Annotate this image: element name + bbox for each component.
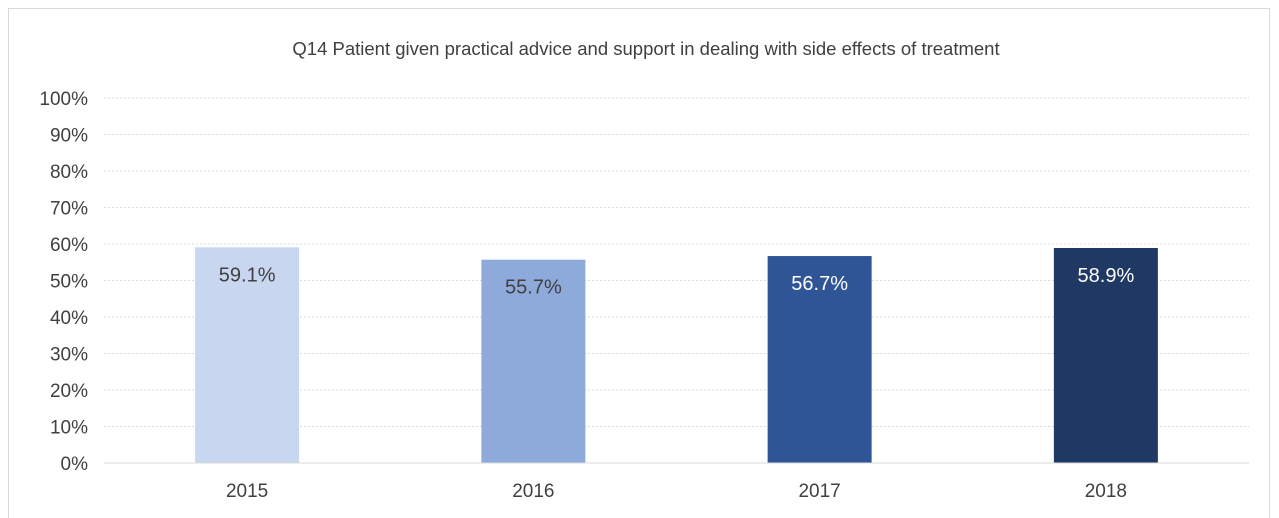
gridlines bbox=[104, 97, 1249, 427]
x-axis-tick-labels: 2015 2016 2017 2018 bbox=[226, 481, 1127, 502]
y-tick-label: 0% bbox=[61, 454, 89, 475]
data-label-2017: 56.7% bbox=[791, 273, 848, 295]
chart-title: Q14 Patient given practical advice and s… bbox=[292, 38, 999, 59]
bars: 59.1% 55.7% 56.7% 58.9% bbox=[195, 247, 1158, 463]
x-tick-label: 2018 bbox=[1085, 481, 1127, 502]
x-tick-label: 2016 bbox=[512, 481, 554, 502]
y-tick-label: 20% bbox=[50, 381, 88, 402]
bar-2018 bbox=[1053, 248, 1158, 463]
y-tick-label: 30% bbox=[50, 345, 88, 366]
y-tick-label: 80% bbox=[50, 162, 88, 183]
y-tick-label: 60% bbox=[50, 235, 88, 256]
y-tick-label: 100% bbox=[39, 89, 88, 110]
y-tick-label: 50% bbox=[50, 272, 88, 293]
y-tick-label: 40% bbox=[50, 308, 88, 329]
bar-2015 bbox=[195, 247, 300, 463]
bar-2016 bbox=[481, 259, 586, 463]
data-label-2018: 58.9% bbox=[1078, 265, 1135, 287]
bar-2017 bbox=[767, 256, 872, 463]
y-tick-label: 70% bbox=[50, 199, 88, 220]
x-tick-label: 2017 bbox=[798, 481, 840, 502]
data-label-2016: 55.7% bbox=[505, 277, 562, 299]
data-label-2015: 59.1% bbox=[219, 264, 276, 286]
y-tick-label: 90% bbox=[50, 126, 88, 147]
x-tick-label: 2015 bbox=[226, 481, 268, 502]
y-axis-tick-labels: 0% 10% 20% 30% 40% 50% 60% 70% 80% 90% 100% bbox=[39, 89, 88, 475]
y-tick-label: 10% bbox=[50, 418, 88, 439]
